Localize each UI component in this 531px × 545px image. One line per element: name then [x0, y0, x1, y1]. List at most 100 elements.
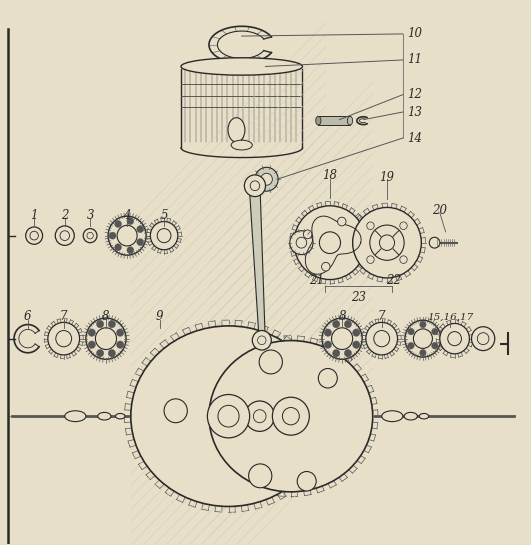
Text: 2: 2 [61, 209, 68, 221]
Circle shape [322, 262, 330, 271]
Circle shape [344, 349, 352, 357]
Circle shape [137, 239, 143, 246]
Circle shape [55, 226, 74, 245]
Text: 15,16,17: 15,16,17 [427, 312, 474, 322]
Circle shape [400, 222, 407, 229]
Circle shape [117, 225, 137, 246]
Text: 23: 23 [351, 291, 366, 304]
Circle shape [472, 326, 495, 350]
Circle shape [127, 217, 134, 225]
Circle shape [294, 206, 366, 280]
Circle shape [109, 232, 116, 239]
Circle shape [353, 329, 360, 336]
Circle shape [88, 329, 96, 336]
Circle shape [208, 395, 250, 438]
Ellipse shape [98, 413, 111, 420]
Circle shape [324, 329, 331, 336]
Text: 3: 3 [87, 209, 94, 221]
Text: 22: 22 [386, 274, 401, 287]
Text: 4: 4 [123, 209, 131, 221]
Ellipse shape [347, 116, 353, 125]
Circle shape [150, 221, 178, 250]
Circle shape [429, 237, 440, 248]
Circle shape [60, 231, 70, 240]
Circle shape [255, 167, 278, 191]
Circle shape [296, 237, 307, 248]
Text: 9: 9 [156, 311, 164, 324]
Circle shape [116, 341, 124, 348]
Circle shape [440, 324, 469, 354]
Ellipse shape [209, 341, 373, 492]
Circle shape [419, 349, 426, 356]
Circle shape [250, 181, 260, 191]
Circle shape [108, 320, 115, 328]
Circle shape [353, 341, 360, 348]
Circle shape [261, 173, 272, 185]
Circle shape [108, 349, 115, 357]
Circle shape [244, 175, 266, 197]
Circle shape [324, 341, 331, 348]
Circle shape [332, 349, 340, 357]
Circle shape [164, 399, 187, 423]
Text: 11: 11 [407, 53, 422, 66]
Circle shape [344, 320, 352, 328]
Ellipse shape [228, 118, 245, 142]
Text: 7: 7 [60, 311, 67, 324]
Text: 5: 5 [160, 209, 168, 221]
Circle shape [115, 221, 122, 227]
Circle shape [319, 232, 340, 253]
Circle shape [353, 208, 421, 278]
Circle shape [56, 330, 72, 347]
Text: 10: 10 [407, 27, 422, 40]
Ellipse shape [115, 414, 125, 419]
Circle shape [137, 226, 143, 233]
Circle shape [318, 368, 337, 388]
Circle shape [367, 256, 374, 263]
Circle shape [258, 336, 266, 344]
Circle shape [272, 397, 310, 435]
Circle shape [245, 401, 275, 432]
Ellipse shape [181, 58, 303, 75]
Text: 7: 7 [378, 311, 386, 324]
Circle shape [252, 330, 271, 350]
Circle shape [408, 342, 414, 349]
Circle shape [218, 405, 239, 427]
Circle shape [157, 228, 171, 243]
Circle shape [297, 471, 316, 491]
Circle shape [25, 227, 42, 244]
Ellipse shape [131, 326, 326, 506]
Circle shape [322, 318, 362, 359]
Circle shape [374, 330, 390, 347]
Circle shape [282, 408, 299, 425]
Ellipse shape [404, 413, 417, 420]
Text: 14: 14 [407, 131, 422, 144]
Circle shape [290, 231, 313, 255]
Circle shape [97, 349, 104, 357]
Circle shape [366, 323, 398, 355]
Circle shape [253, 410, 266, 423]
Ellipse shape [382, 411, 403, 422]
Circle shape [332, 320, 340, 328]
Circle shape [116, 329, 124, 336]
Ellipse shape [419, 414, 429, 419]
Text: 12: 12 [407, 88, 422, 101]
Text: 8: 8 [338, 311, 346, 324]
Text: 20: 20 [432, 204, 447, 217]
Circle shape [408, 328, 414, 335]
Text: 19: 19 [380, 171, 395, 184]
Text: 13: 13 [407, 106, 422, 118]
Circle shape [414, 329, 432, 348]
Circle shape [477, 332, 489, 344]
Ellipse shape [231, 140, 252, 150]
Circle shape [97, 320, 104, 328]
Text: 1: 1 [30, 209, 38, 221]
Bar [318, 116, 350, 125]
Polygon shape [250, 192, 265, 332]
Circle shape [87, 232, 93, 239]
Text: 18: 18 [322, 169, 337, 183]
Circle shape [432, 328, 438, 335]
Circle shape [380, 235, 395, 251]
Circle shape [338, 217, 346, 226]
Circle shape [259, 350, 282, 374]
Circle shape [370, 225, 404, 261]
